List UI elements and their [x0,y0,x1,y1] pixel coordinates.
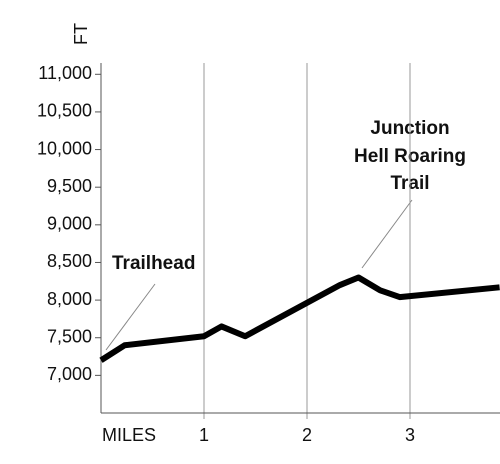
y-tick-label: 11,000 [38,63,92,83]
y-tick-label: 8,500 [47,251,92,271]
y-tick-label: 7,000 [47,364,92,384]
y-tick-label: 10,000 [37,138,92,158]
annotation: Trailhead [112,253,195,274]
x-tick-label: 2 [302,425,312,445]
x-tick-label: 3 [405,425,415,445]
y-tick-label: 9,000 [47,214,92,234]
y-tick-label: 9,500 [47,176,92,196]
x-axis-label: MILES [102,425,156,445]
elevation-line [99,274,500,363]
y-axis-label: FT [71,23,91,45]
leader-line [105,283,156,351]
leader-line [361,199,413,269]
y-tick-label: 7,500 [47,326,92,346]
x-tick-label: 1 [199,425,209,445]
y-tick-label: 8,000 [47,289,92,309]
y-tick-label: 10,500 [37,101,92,121]
